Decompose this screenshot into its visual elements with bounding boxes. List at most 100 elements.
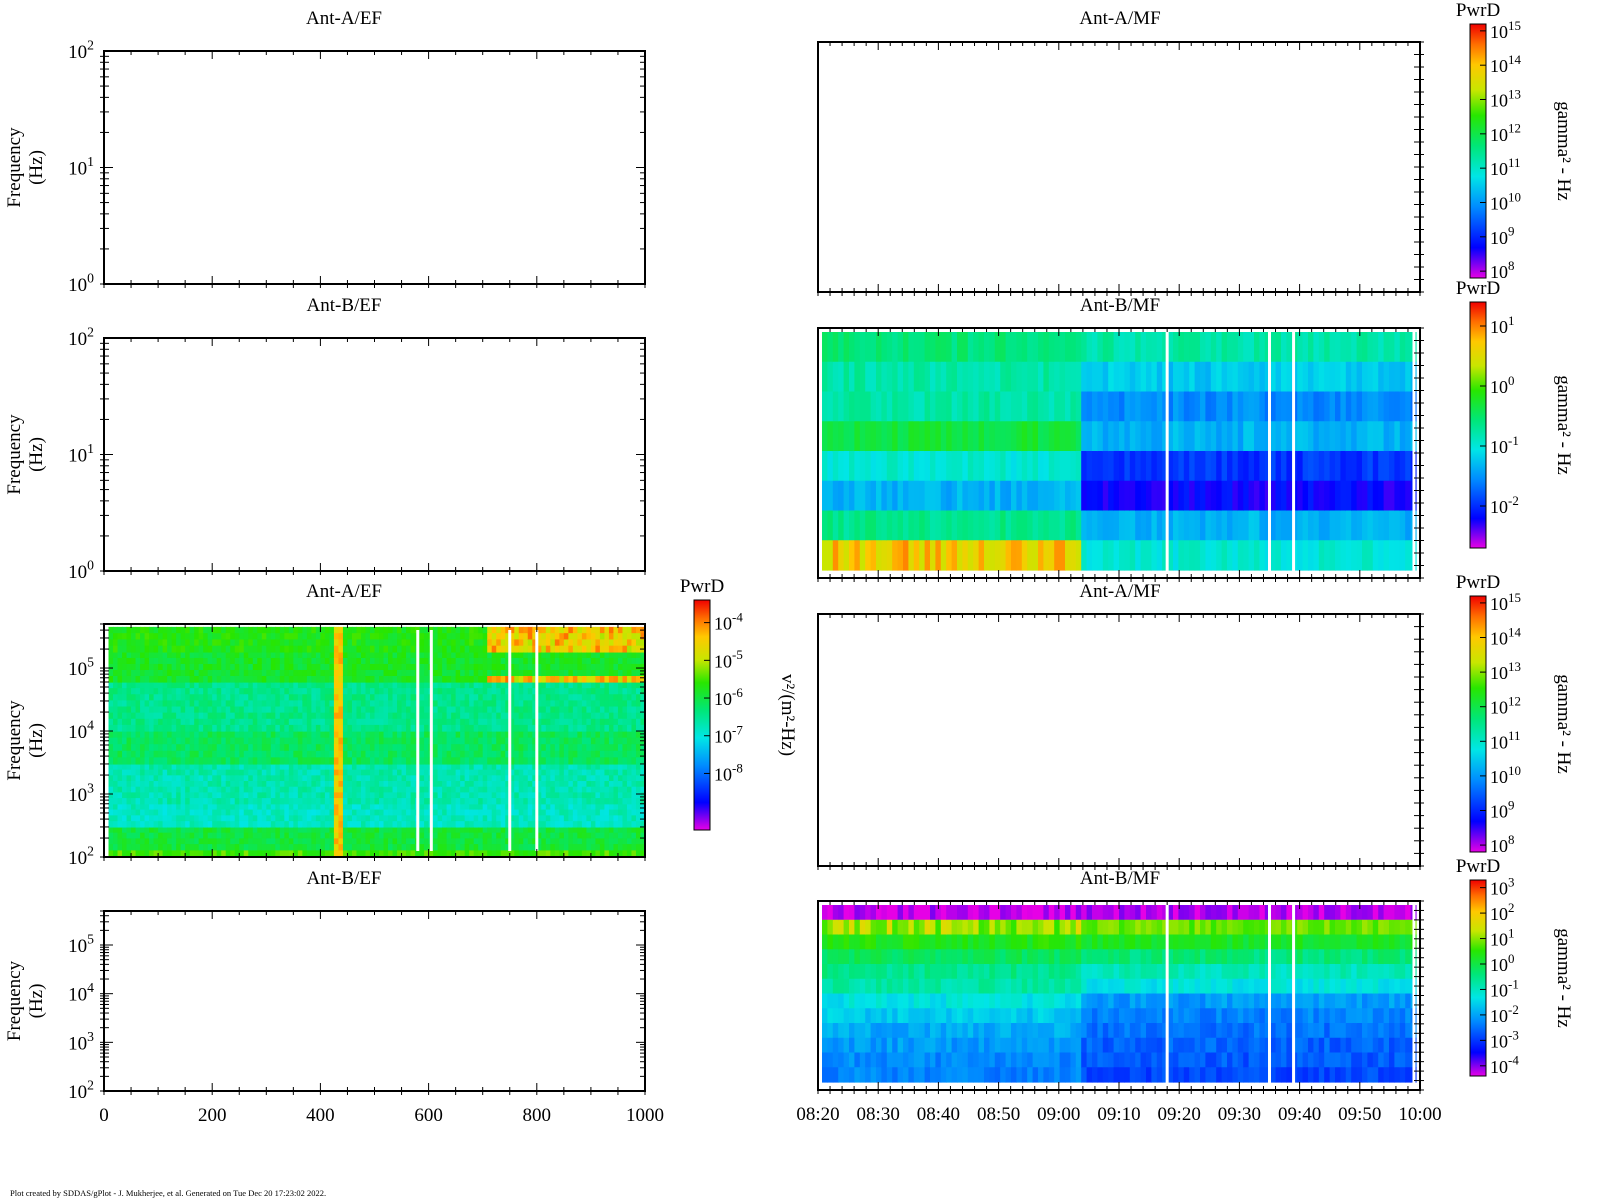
spectrogram-cell xyxy=(347,737,353,745)
spectrogram-cell xyxy=(518,803,524,811)
spectrogram-cell xyxy=(243,744,249,752)
spectrogram-cell xyxy=(419,849,425,858)
spectrogram-cell xyxy=(455,731,461,739)
spectrogram-cell xyxy=(523,838,529,845)
spectrogram-cell xyxy=(113,694,119,701)
spectrogram-cell xyxy=(270,838,276,845)
spectrogram-cell xyxy=(482,838,488,845)
spectrogram-cell xyxy=(532,731,538,739)
spectrogram-cell xyxy=(464,832,470,839)
spectrogram-cell xyxy=(617,844,624,851)
spectrogram-cell xyxy=(509,645,515,653)
spectrogram-cell xyxy=(541,633,547,641)
spectrogram-cell xyxy=(158,626,164,634)
spectrogram-cell xyxy=(117,763,123,771)
spectrogram-cell xyxy=(158,781,164,788)
spectrogram-cell xyxy=(369,626,376,634)
spectrogram-cell xyxy=(338,669,344,677)
spectrogram-cell xyxy=(487,694,493,701)
spectrogram-cell xyxy=(496,724,502,732)
spectrogram-cell xyxy=(347,724,353,732)
spectrogram-cell xyxy=(302,694,308,701)
spectrogram-cell xyxy=(113,781,119,788)
spectrogram-cell xyxy=(243,669,249,677)
spectrogram-cell xyxy=(401,700,407,708)
spectrogram-cell xyxy=(360,792,367,799)
spectrogram-cell xyxy=(167,688,173,695)
spectrogram-cell xyxy=(185,757,191,765)
spectrogram-cell xyxy=(324,744,331,752)
spectrogram-cell xyxy=(176,731,182,739)
spectrogram-cell xyxy=(478,809,484,816)
spectrogram-cell xyxy=(266,744,272,752)
spectrogram-cell xyxy=(406,712,412,720)
spectrogram-cell xyxy=(572,675,578,683)
spectrogram-cell xyxy=(180,838,186,845)
spectrogram-cell xyxy=(239,798,245,805)
spectrogram-cell xyxy=(617,781,624,788)
spectrogram-cell xyxy=(270,803,276,811)
spectrogram-cell xyxy=(140,769,146,776)
spectrogram-cell xyxy=(225,700,231,708)
spectrogram-cell xyxy=(487,657,493,665)
spectrogram-cell xyxy=(225,838,231,845)
spectrogram-cell xyxy=(126,682,132,689)
spectrogram-cell xyxy=(180,731,186,739)
spectrogram-cell xyxy=(401,718,407,726)
spectrogram-cell xyxy=(442,838,448,845)
spectrogram-cell xyxy=(333,700,340,708)
spectrogram-cell xyxy=(252,737,258,745)
spectrogram-cell xyxy=(338,815,344,822)
spectrogram-cell xyxy=(108,803,114,811)
spectrogram-cell xyxy=(527,769,533,776)
spectrogram-cell xyxy=(491,712,497,720)
spectrogram-cell xyxy=(388,769,394,776)
spectrogram-cell xyxy=(342,832,349,839)
spectrogram-cell xyxy=(221,792,227,799)
spectrogram-cell xyxy=(315,744,321,752)
spectrogram-cell xyxy=(324,821,331,828)
spectrogram-cell xyxy=(469,838,475,845)
spectrogram-cell xyxy=(153,757,159,765)
spectrogram-cell xyxy=(230,688,236,695)
spectrogram-cell xyxy=(397,798,403,805)
spectrogram-cell xyxy=(261,694,267,701)
spectrogram-cell xyxy=(487,669,493,677)
spectrogram-cell xyxy=(572,832,578,839)
spectrogram-cell xyxy=(329,718,335,726)
data-gap xyxy=(535,630,539,851)
spectrogram-cell xyxy=(234,757,240,765)
spectrogram-cell xyxy=(131,694,137,701)
spectrogram-cell xyxy=(302,712,308,720)
spectrogram-cell xyxy=(514,688,520,695)
spectrogram-cell xyxy=(158,809,164,816)
spectrogram-cell xyxy=(315,750,321,758)
spectrogram-cell xyxy=(243,724,249,732)
spectrogram-cell xyxy=(171,682,177,689)
spectrogram-cell xyxy=(194,737,200,745)
spectrogram-cell xyxy=(356,688,362,695)
spectrogram-cell xyxy=(491,792,497,799)
spectrogram-cell xyxy=(590,633,597,641)
spectrogram-cell xyxy=(442,718,448,726)
spectrogram-cell xyxy=(559,792,565,799)
spectrogram-cell xyxy=(424,688,430,695)
spectrogram-cell xyxy=(599,663,606,671)
spectrogram-cell xyxy=(333,657,340,665)
spectrogram-cell xyxy=(460,757,466,765)
spectrogram-cell xyxy=(225,688,231,695)
spectrogram-cell xyxy=(406,669,412,677)
spectrogram-cell xyxy=(586,757,592,765)
spectrogram-cell xyxy=(167,844,173,851)
spectrogram-cell xyxy=(149,731,155,739)
spectrogram-cell xyxy=(180,675,186,683)
spectrogram-cell xyxy=(460,669,466,677)
spectrogram-cell xyxy=(239,718,245,726)
spectrogram-cell xyxy=(338,737,344,745)
spectrogram-cell xyxy=(514,744,520,752)
spectrogram-cell xyxy=(451,737,457,745)
spectrogram-cell xyxy=(333,803,340,811)
spectrogram-cell xyxy=(491,626,497,634)
spectrogram-cell xyxy=(536,786,542,793)
spectrogram-cell xyxy=(122,663,128,671)
